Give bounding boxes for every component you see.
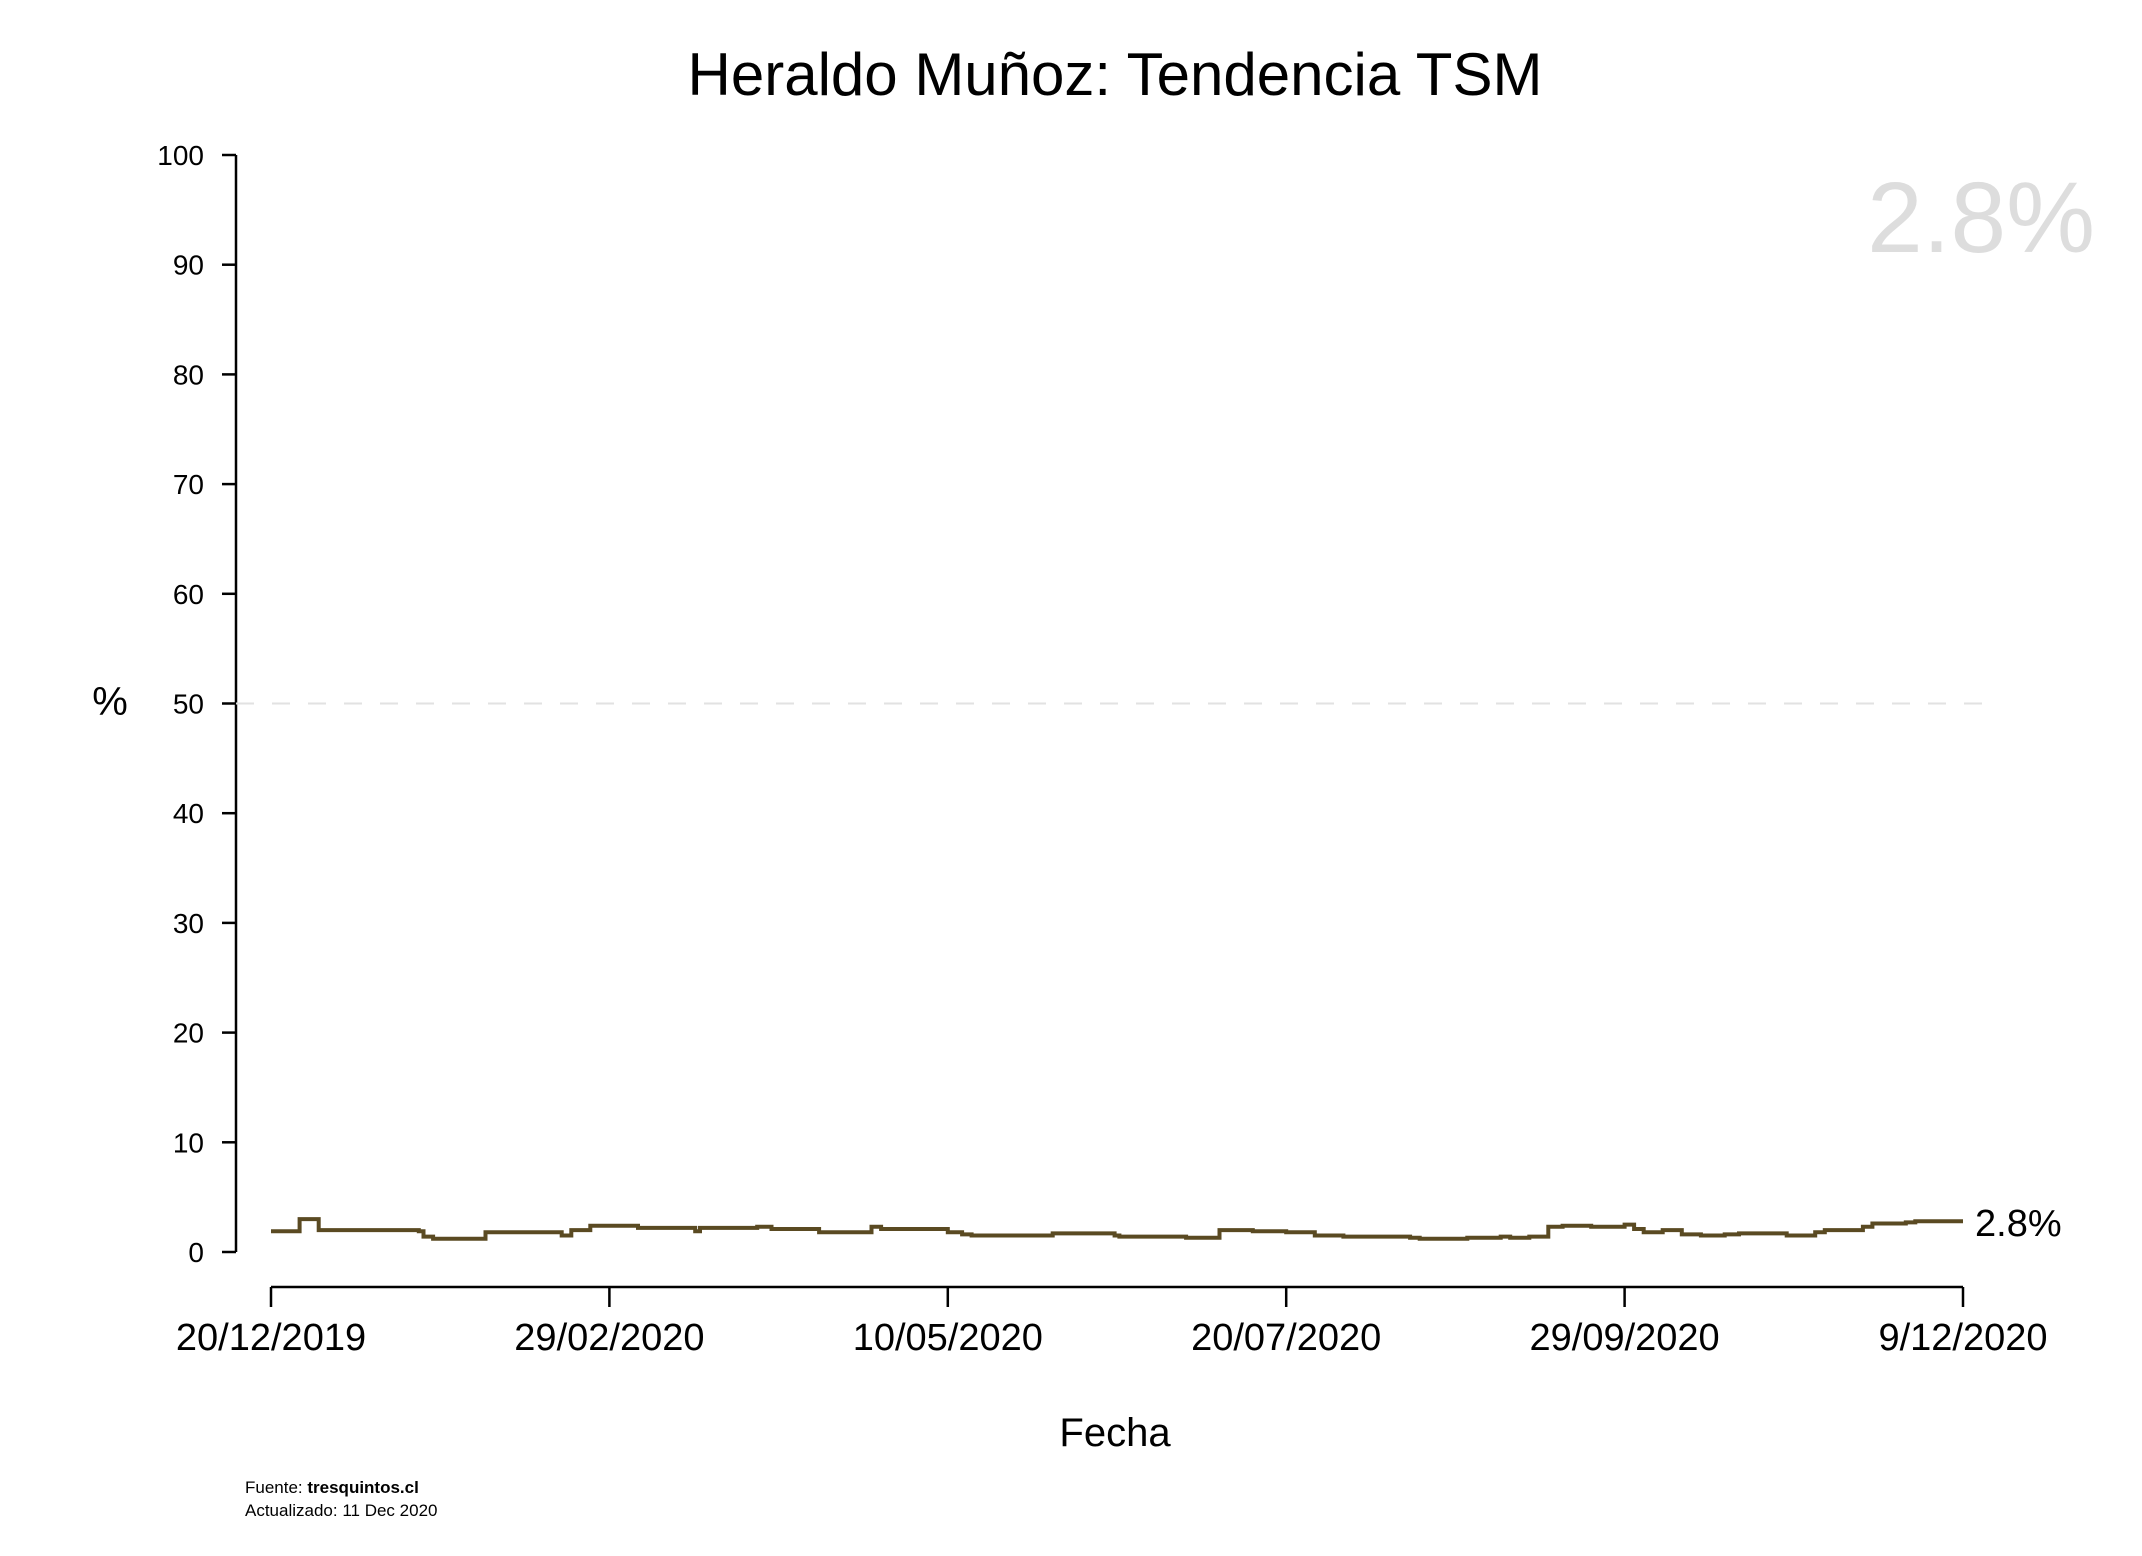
y-tick-label: 60 [173, 579, 204, 610]
y-axis-label: % [92, 680, 128, 724]
footer-updated: Actualizado: 11 Dec 2020 [245, 1501, 437, 1520]
y-tick-label: 20 [173, 1018, 204, 1049]
y-tick-label: 90 [173, 250, 204, 281]
y-tick-label: 70 [173, 469, 204, 500]
footer-source: Fuente: tresquintos.cl [245, 1478, 419, 1497]
y-tick-label: 80 [173, 359, 204, 390]
chart-title: Heraldo Muñoz: Tendencia TSM [688, 41, 1543, 108]
y-tick-label: 50 [173, 689, 204, 720]
y-tick-label: 100 [157, 140, 204, 171]
current-value-watermark: 2.8% [1867, 162, 2095, 274]
x-tick-label: 9/12/2020 [1878, 1317, 2047, 1359]
x-axis-label: Fecha [1059, 1411, 1171, 1455]
y-tick-label: 30 [173, 908, 204, 939]
footer-source-prefix: Fuente: [245, 1478, 307, 1497]
y-tick-label: 10 [173, 1127, 204, 1158]
y-tick-label: 0 [188, 1237, 204, 1268]
x-tick-label: 29/02/2020 [514, 1317, 704, 1359]
footer-source-name: tresquintos.cl [307, 1478, 418, 1497]
end-value-label: 2.8% [1975, 1203, 2062, 1245]
x-tick-label: 20/12/2019 [176, 1317, 366, 1359]
series-line [271, 1217, 1963, 1241]
x-tick-label: 10/05/2020 [853, 1317, 1043, 1359]
y-tick-label: 40 [173, 798, 204, 829]
x-tick-label: 20/07/2020 [1191, 1317, 1381, 1359]
x-tick-label: 29/09/2020 [1530, 1317, 1720, 1359]
